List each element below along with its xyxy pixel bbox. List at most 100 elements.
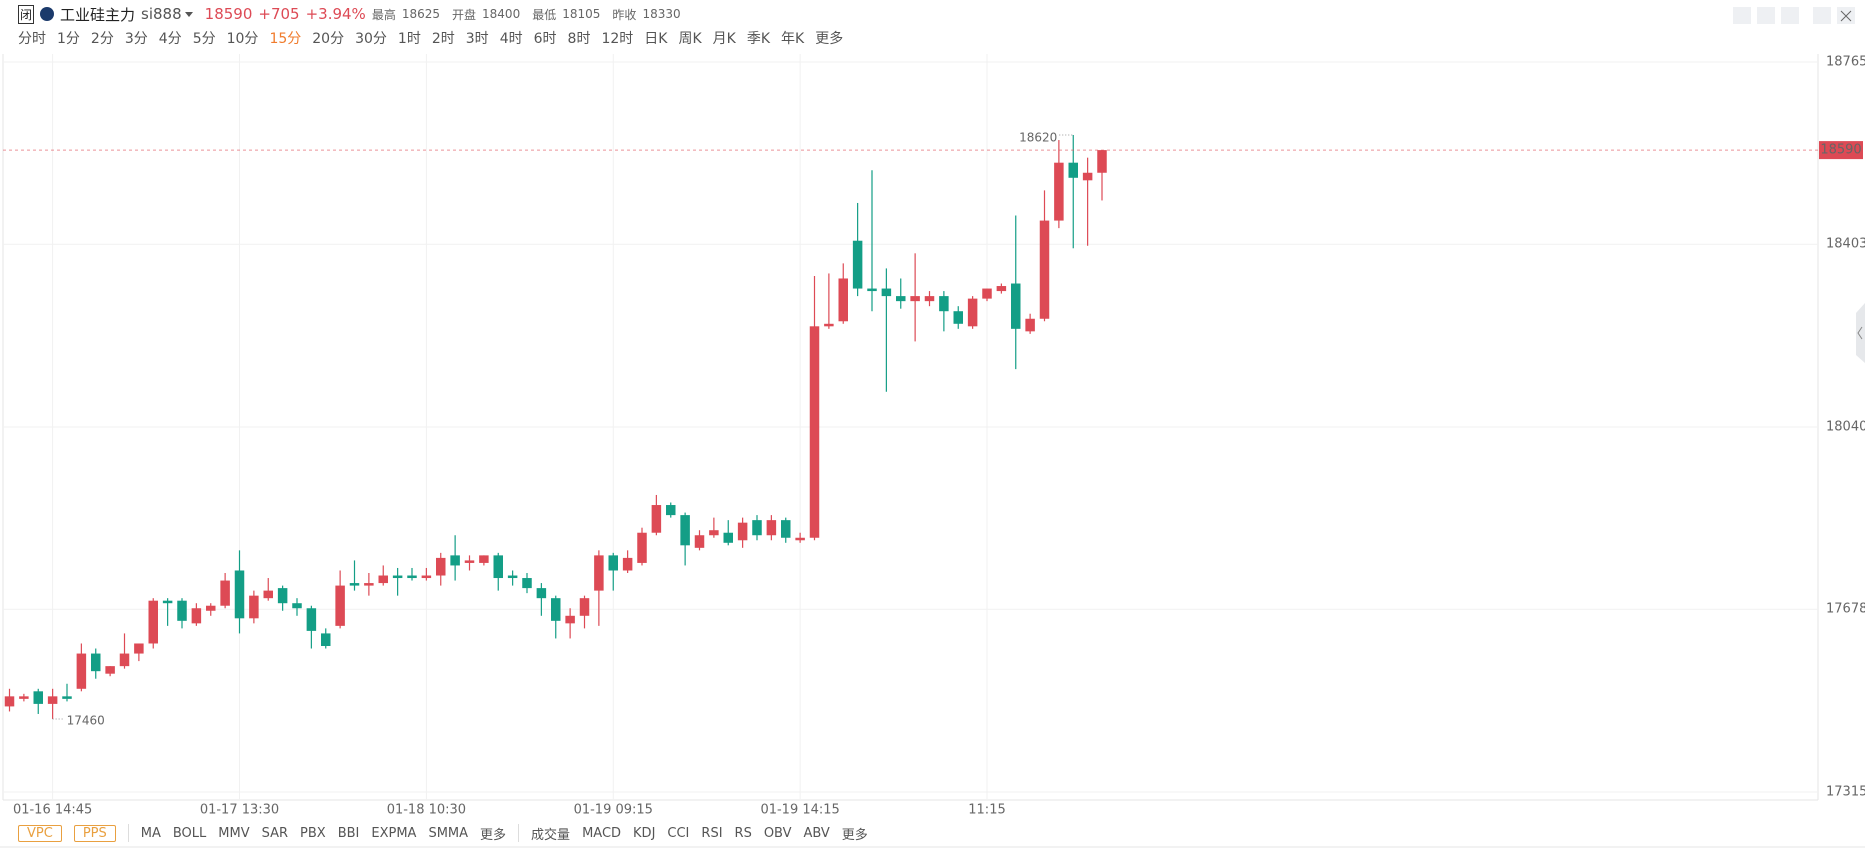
indicator[interactable]: CCI: [667, 825, 690, 841]
period-tab[interactable]: 月K: [712, 31, 736, 47]
candle-body: [824, 323, 834, 327]
period-tab[interactable]: 周K: [678, 31, 702, 47]
candle-body: [450, 555, 460, 566]
side-tab[interactable]: [1856, 303, 1865, 363]
candle-body: [148, 600, 158, 644]
tool-btn[interactable]: [1781, 7, 1799, 24]
period-tab[interactable]: 1分: [57, 31, 80, 47]
x-tick-label: 01-19 09:15: [574, 803, 653, 818]
candle-body: [191, 608, 202, 624]
indicator[interactable]: PBX: [300, 825, 326, 841]
candle-body: [809, 326, 820, 538]
candle-body: [795, 537, 805, 541]
indicator[interactable]: 更多: [841, 827, 868, 843]
indicator[interactable]: 更多: [480, 827, 507, 843]
indicator[interactable]: SAR: [261, 825, 289, 841]
candle-body: [349, 583, 360, 586]
period-tab[interactable]: 15分: [269, 31, 302, 47]
candle-body: [234, 570, 245, 619]
indicator-box[interactable]: VPC: [18, 824, 62, 842]
candle-body: [249, 595, 259, 619]
indicator[interactable]: BBI: [337, 825, 360, 841]
indicator[interactable]: MMV: [218, 825, 250, 841]
candle-body: [608, 555, 618, 571]
candle-body: [781, 520, 791, 538]
candle-body: [881, 288, 892, 297]
tool-btn[interactable]: [1733, 7, 1751, 24]
candle-body: [536, 588, 547, 599]
period-tabs: 分时 1分 2分 3分 4分 5分 10分 15分 20分 30分 1时 2时 3时 4时 6时 8时 12时日…: [18, 27, 843, 49]
indicator[interactable]: RS: [734, 825, 752, 841]
period-tab[interactable]: 10分: [226, 31, 259, 47]
candle-body: [421, 575, 432, 579]
period-tab[interactable]: 2时: [431, 31, 455, 47]
period-tab[interactable]: 6时: [533, 31, 557, 47]
period-tab[interactable]: 年K: [781, 31, 805, 47]
period-tab[interactable]: 1时: [397, 31, 421, 47]
y-tick-label: 17315: [1826, 785, 1865, 800]
period-tab[interactable]: 4分: [158, 31, 182, 47]
close-icon: [1840, 10, 1852, 22]
period-tab[interactable]: 5分: [192, 31, 216, 47]
candle-body: [694, 535, 705, 548]
stat-value: 18625: [401, 7, 441, 21]
indicator[interactable]: SMMA: [428, 825, 469, 841]
stat-label: 最低: [532, 7, 557, 22]
indicator[interactable]: 成交量: [531, 827, 571, 843]
indicator[interactable]: EXPMA: [371, 825, 417, 841]
indicator[interactable]: MACD: [582, 825, 622, 841]
tool-btn[interactable]: [1757, 7, 1775, 24]
period-tab[interactable]: 20分: [312, 31, 345, 47]
candle-body: [680, 515, 690, 546]
low-label: 17460: [67, 714, 105, 728]
period-tab[interactable]: 8时: [567, 31, 591, 47]
candle-body: [177, 600, 187, 621]
period-tab[interactable]: 12时: [601, 31, 634, 47]
candle-body: [594, 555, 604, 591]
period-tab[interactable]: 30分: [355, 31, 387, 47]
x-tick-label: 11:15: [968, 803, 1005, 818]
candle-body: [737, 522, 748, 541]
stat-value: 18105: [562, 7, 601, 21]
candle-body: [723, 532, 733, 543]
candle-body: [105, 666, 115, 674]
candle-body: [1054, 162, 1064, 221]
candle-body: [666, 505, 676, 516]
period-tab[interactable]: 4时: [499, 31, 523, 47]
period-tab[interactable]: 更多: [815, 31, 844, 47]
candle-body: [709, 530, 719, 536]
indicator[interactable]: BOLL: [172, 825, 207, 841]
y-tick-label: 18040: [1826, 420, 1865, 435]
period-tab[interactable]: 2分: [90, 31, 114, 47]
candle-body: [19, 696, 29, 699]
candle-body: [622, 557, 633, 571]
indicator-box[interactable]: PPS: [73, 824, 116, 842]
candle-body: [924, 296, 935, 302]
stat-label: 最高: [371, 7, 396, 22]
indicator[interactable]: MA: [140, 825, 161, 841]
indicator[interactable]: KDJ: [633, 825, 656, 841]
candle-body: [910, 296, 920, 302]
period-tab[interactable]: 3分: [124, 31, 148, 47]
indicator[interactable]: ABV: [803, 825, 830, 841]
candle-body: [162, 600, 173, 604]
period-tab[interactable]: 3时: [465, 31, 489, 47]
period-tab[interactable]: 分时: [18, 31, 46, 47]
period-tab[interactable]: 日K: [644, 31, 668, 47]
candle-body: [76, 653, 87, 689]
candle-body: [967, 298, 978, 327]
candle-body: [91, 653, 101, 672]
x-tick-label: 01-19 14:15: [760, 803, 839, 818]
candle-body: [637, 532, 647, 563]
candle-body: [896, 296, 906, 302]
indicator[interactable]: RSI: [701, 825, 723, 841]
code[interactable]: si888: [141, 5, 182, 23]
indicator[interactable]: OBV: [763, 825, 792, 841]
period-tab[interactable]: 季K: [746, 31, 771, 47]
last-price-label: 18590: [1820, 143, 1861, 158]
candle-body: [838, 278, 848, 322]
candle-body: [306, 608, 317, 631]
tool-btn[interactable]: [1813, 7, 1831, 24]
candle-body: [1097, 150, 1107, 173]
